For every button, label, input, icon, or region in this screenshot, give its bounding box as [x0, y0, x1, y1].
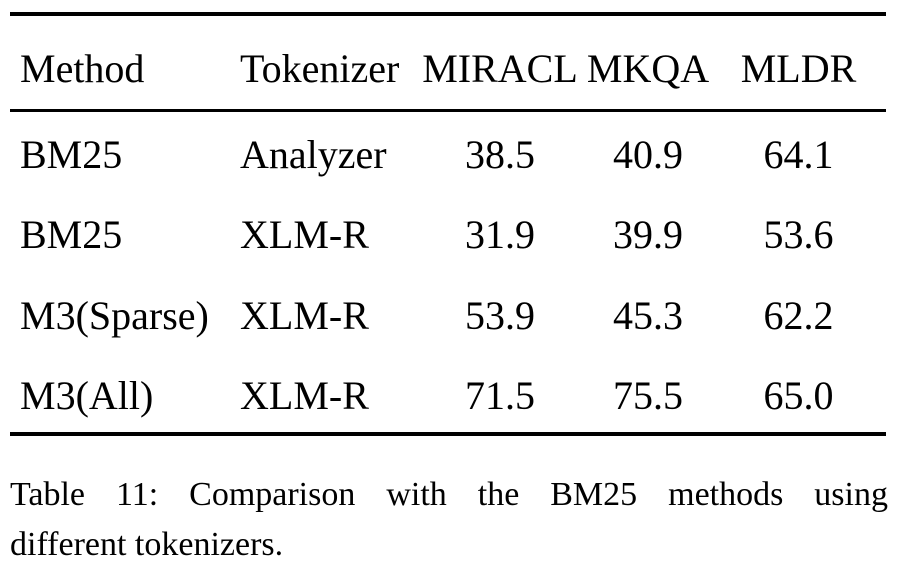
cell-tokenizer: XLM-R	[240, 212, 369, 257]
cell-mkqa: 75.5	[613, 373, 683, 418]
cell-tokenizer: XLM-R	[240, 293, 369, 338]
cell-mldr: 65.0	[763, 373, 834, 418]
cell-method: BM25	[20, 212, 123, 257]
table-row: BM25 Analyzer 38.5 40.9 64.1	[10, 110, 886, 191]
table-row: M3(Sparse) XLM-R 53.9 45.3 62.2	[10, 272, 886, 353]
cell-mldr: 62.2	[763, 293, 834, 338]
column-header-mkqa: MKQA	[586, 45, 710, 91]
column-header-method: Method	[20, 45, 145, 91]
cell-miracl: 31.9	[465, 212, 535, 257]
table-row: M3(All) XLM-R 71.5 75.5 65.0	[10, 353, 886, 434]
column-header-tokenizer: Tokenizer	[240, 45, 400, 91]
cell-miracl: 38.5	[465, 131, 535, 177]
cell-mkqa: 45.3	[613, 293, 683, 338]
table-caption: Table 11: Comparison with the BM25 metho…	[10, 470, 888, 570]
column-header-miracl: MIRACL	[422, 45, 578, 91]
table-row: BM25 XLM-R 31.9 39.9 53.6	[10, 191, 886, 272]
column-header-mldr: MLDR	[740, 45, 857, 91]
table-caption-line-1: Table 11: Comparison with the BM25 metho…	[10, 476, 888, 513]
cell-method: M3(Sparse)	[20, 293, 209, 338]
cell-tokenizer: XLM-R	[240, 373, 369, 418]
cell-method: BM25	[20, 131, 123, 177]
cell-mkqa: 40.9	[613, 131, 683, 177]
table-caption-line-2: different tokenizers.	[10, 526, 284, 563]
table-header-row: Method Tokenizer MIRACL MKQA MLDR	[10, 14, 886, 110]
comparison-table: Method Tokenizer MIRACL MKQA MLDR BM25 A…	[10, 12, 886, 436]
cell-miracl: 53.9	[465, 293, 535, 338]
cell-mldr: 53.6	[763, 212, 834, 257]
cell-mldr: 64.1	[763, 131, 834, 177]
cell-method: M3(All)	[20, 373, 154, 418]
cell-mkqa: 39.9	[613, 212, 683, 257]
cell-miracl: 71.5	[465, 373, 535, 418]
cell-tokenizer: Analyzer	[240, 131, 387, 177]
